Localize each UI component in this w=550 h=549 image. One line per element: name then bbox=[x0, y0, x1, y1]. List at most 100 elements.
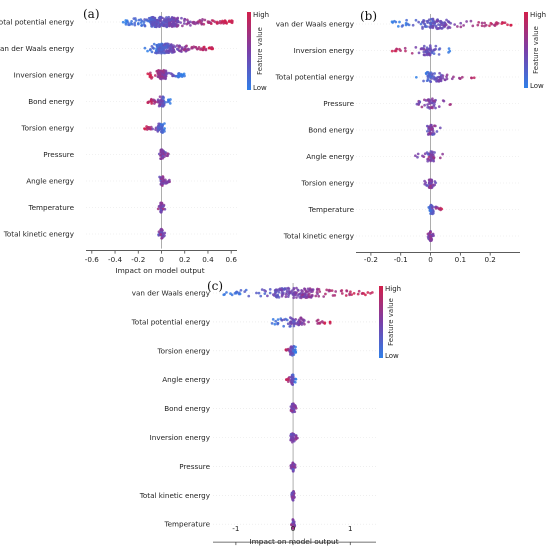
shap-point bbox=[472, 76, 476, 80]
shap-point bbox=[286, 322, 290, 326]
feature-label: van der Waals energy bbox=[132, 289, 211, 298]
shap-point bbox=[434, 106, 437, 110]
shap-point bbox=[291, 498, 295, 502]
shap-point bbox=[158, 95, 162, 99]
shap-point bbox=[159, 205, 163, 209]
shap-point bbox=[161, 184, 164, 188]
shap-point bbox=[417, 51, 421, 55]
shap-point bbox=[255, 291, 258, 295]
shap-point bbox=[126, 21, 130, 24]
shap-point bbox=[430, 101, 434, 105]
shap-point bbox=[433, 151, 436, 154]
shap-point bbox=[257, 291, 261, 295]
shap-point bbox=[427, 52, 431, 56]
shap-point bbox=[318, 322, 322, 325]
shap-point bbox=[311, 288, 315, 291]
shap-point bbox=[426, 129, 429, 133]
shap-point bbox=[220, 20, 224, 24]
shap-point bbox=[181, 24, 184, 28]
shap-point bbox=[439, 20, 443, 24]
feature-points bbox=[390, 17, 513, 31]
shap-point bbox=[289, 438, 293, 442]
x-tick-label: -0.2 bbox=[364, 255, 378, 264]
shap-point bbox=[130, 22, 134, 26]
shap-point bbox=[160, 181, 164, 185]
shap-point bbox=[227, 19, 231, 23]
shap-point bbox=[309, 295, 313, 299]
shap-point bbox=[298, 296, 302, 299]
shap-point bbox=[157, 230, 161, 234]
x-axis-label: Impact on model output bbox=[115, 266, 204, 275]
shap-point bbox=[181, 73, 185, 77]
shap-point bbox=[150, 45, 154, 48]
shap-point bbox=[291, 321, 295, 324]
shap-point bbox=[422, 155, 426, 159]
x-tick-label: 0 bbox=[159, 255, 164, 264]
shap-point bbox=[423, 152, 427, 156]
shap-point bbox=[151, 127, 154, 131]
shap-point bbox=[429, 17, 433, 21]
shap-point bbox=[147, 100, 151, 104]
shap-point bbox=[438, 75, 442, 79]
shap-point bbox=[178, 49, 182, 53]
shap-point bbox=[433, 180, 437, 183]
shap-point bbox=[196, 20, 200, 23]
shap-point bbox=[151, 22, 154, 26]
feature-points bbox=[146, 68, 186, 81]
shap-point bbox=[202, 46, 205, 49]
feature-label: Total potential energy bbox=[0, 18, 75, 27]
shap-point bbox=[263, 289, 266, 292]
shap-point bbox=[243, 290, 247, 293]
shap-point bbox=[327, 288, 331, 292]
shap-point bbox=[424, 71, 428, 75]
feature-label: Bond energy bbox=[28, 97, 75, 106]
shap-point bbox=[291, 490, 295, 494]
shap-point bbox=[425, 79, 429, 83]
shap-point bbox=[303, 322, 306, 326]
shap-point bbox=[427, 232, 431, 236]
shap-point bbox=[148, 16, 152, 20]
shap-point bbox=[201, 18, 204, 21]
shap-point bbox=[191, 46, 194, 50]
shap-point bbox=[291, 373, 295, 377]
shap-point bbox=[428, 124, 432, 128]
shap-point bbox=[276, 318, 280, 321]
shap-point bbox=[324, 292, 327, 296]
shap-point bbox=[421, 27, 424, 30]
shap-point bbox=[430, 151, 434, 155]
shap-point bbox=[460, 75, 464, 79]
shap-point bbox=[432, 75, 436, 79]
shap-point bbox=[322, 295, 326, 298]
shap-point bbox=[157, 233, 160, 236]
shap-point bbox=[316, 322, 319, 325]
shap-point bbox=[161, 175, 165, 179]
shap-point bbox=[427, 105, 431, 109]
shap-point bbox=[285, 318, 289, 322]
shap-point bbox=[315, 290, 319, 294]
shap-point bbox=[156, 125, 160, 129]
shap-point bbox=[442, 99, 446, 103]
shap-point bbox=[282, 318, 286, 322]
shap-point bbox=[152, 42, 156, 46]
shap-point bbox=[151, 16, 155, 19]
shap-point bbox=[168, 18, 172, 22]
shap-point bbox=[291, 436, 295, 440]
shap-point bbox=[430, 238, 433, 242]
shap-point bbox=[210, 46, 214, 49]
shap-point bbox=[440, 27, 444, 30]
shap-point bbox=[160, 73, 164, 76]
shap-point bbox=[471, 24, 475, 28]
feature-points bbox=[289, 461, 297, 473]
shap-point bbox=[194, 22, 197, 26]
shap-point bbox=[307, 295, 311, 299]
shap-point bbox=[435, 130, 439, 133]
colorbar-high-label: High bbox=[530, 11, 546, 19]
shap-point bbox=[445, 18, 448, 22]
shap-point bbox=[292, 324, 296, 328]
colorbar-title: Feature value bbox=[387, 298, 395, 346]
shap-point bbox=[128, 23, 131, 27]
shap-point bbox=[428, 102, 431, 105]
shap-point bbox=[303, 319, 306, 322]
feature-label: Temperature bbox=[27, 203, 74, 212]
shap-point bbox=[133, 21, 137, 25]
